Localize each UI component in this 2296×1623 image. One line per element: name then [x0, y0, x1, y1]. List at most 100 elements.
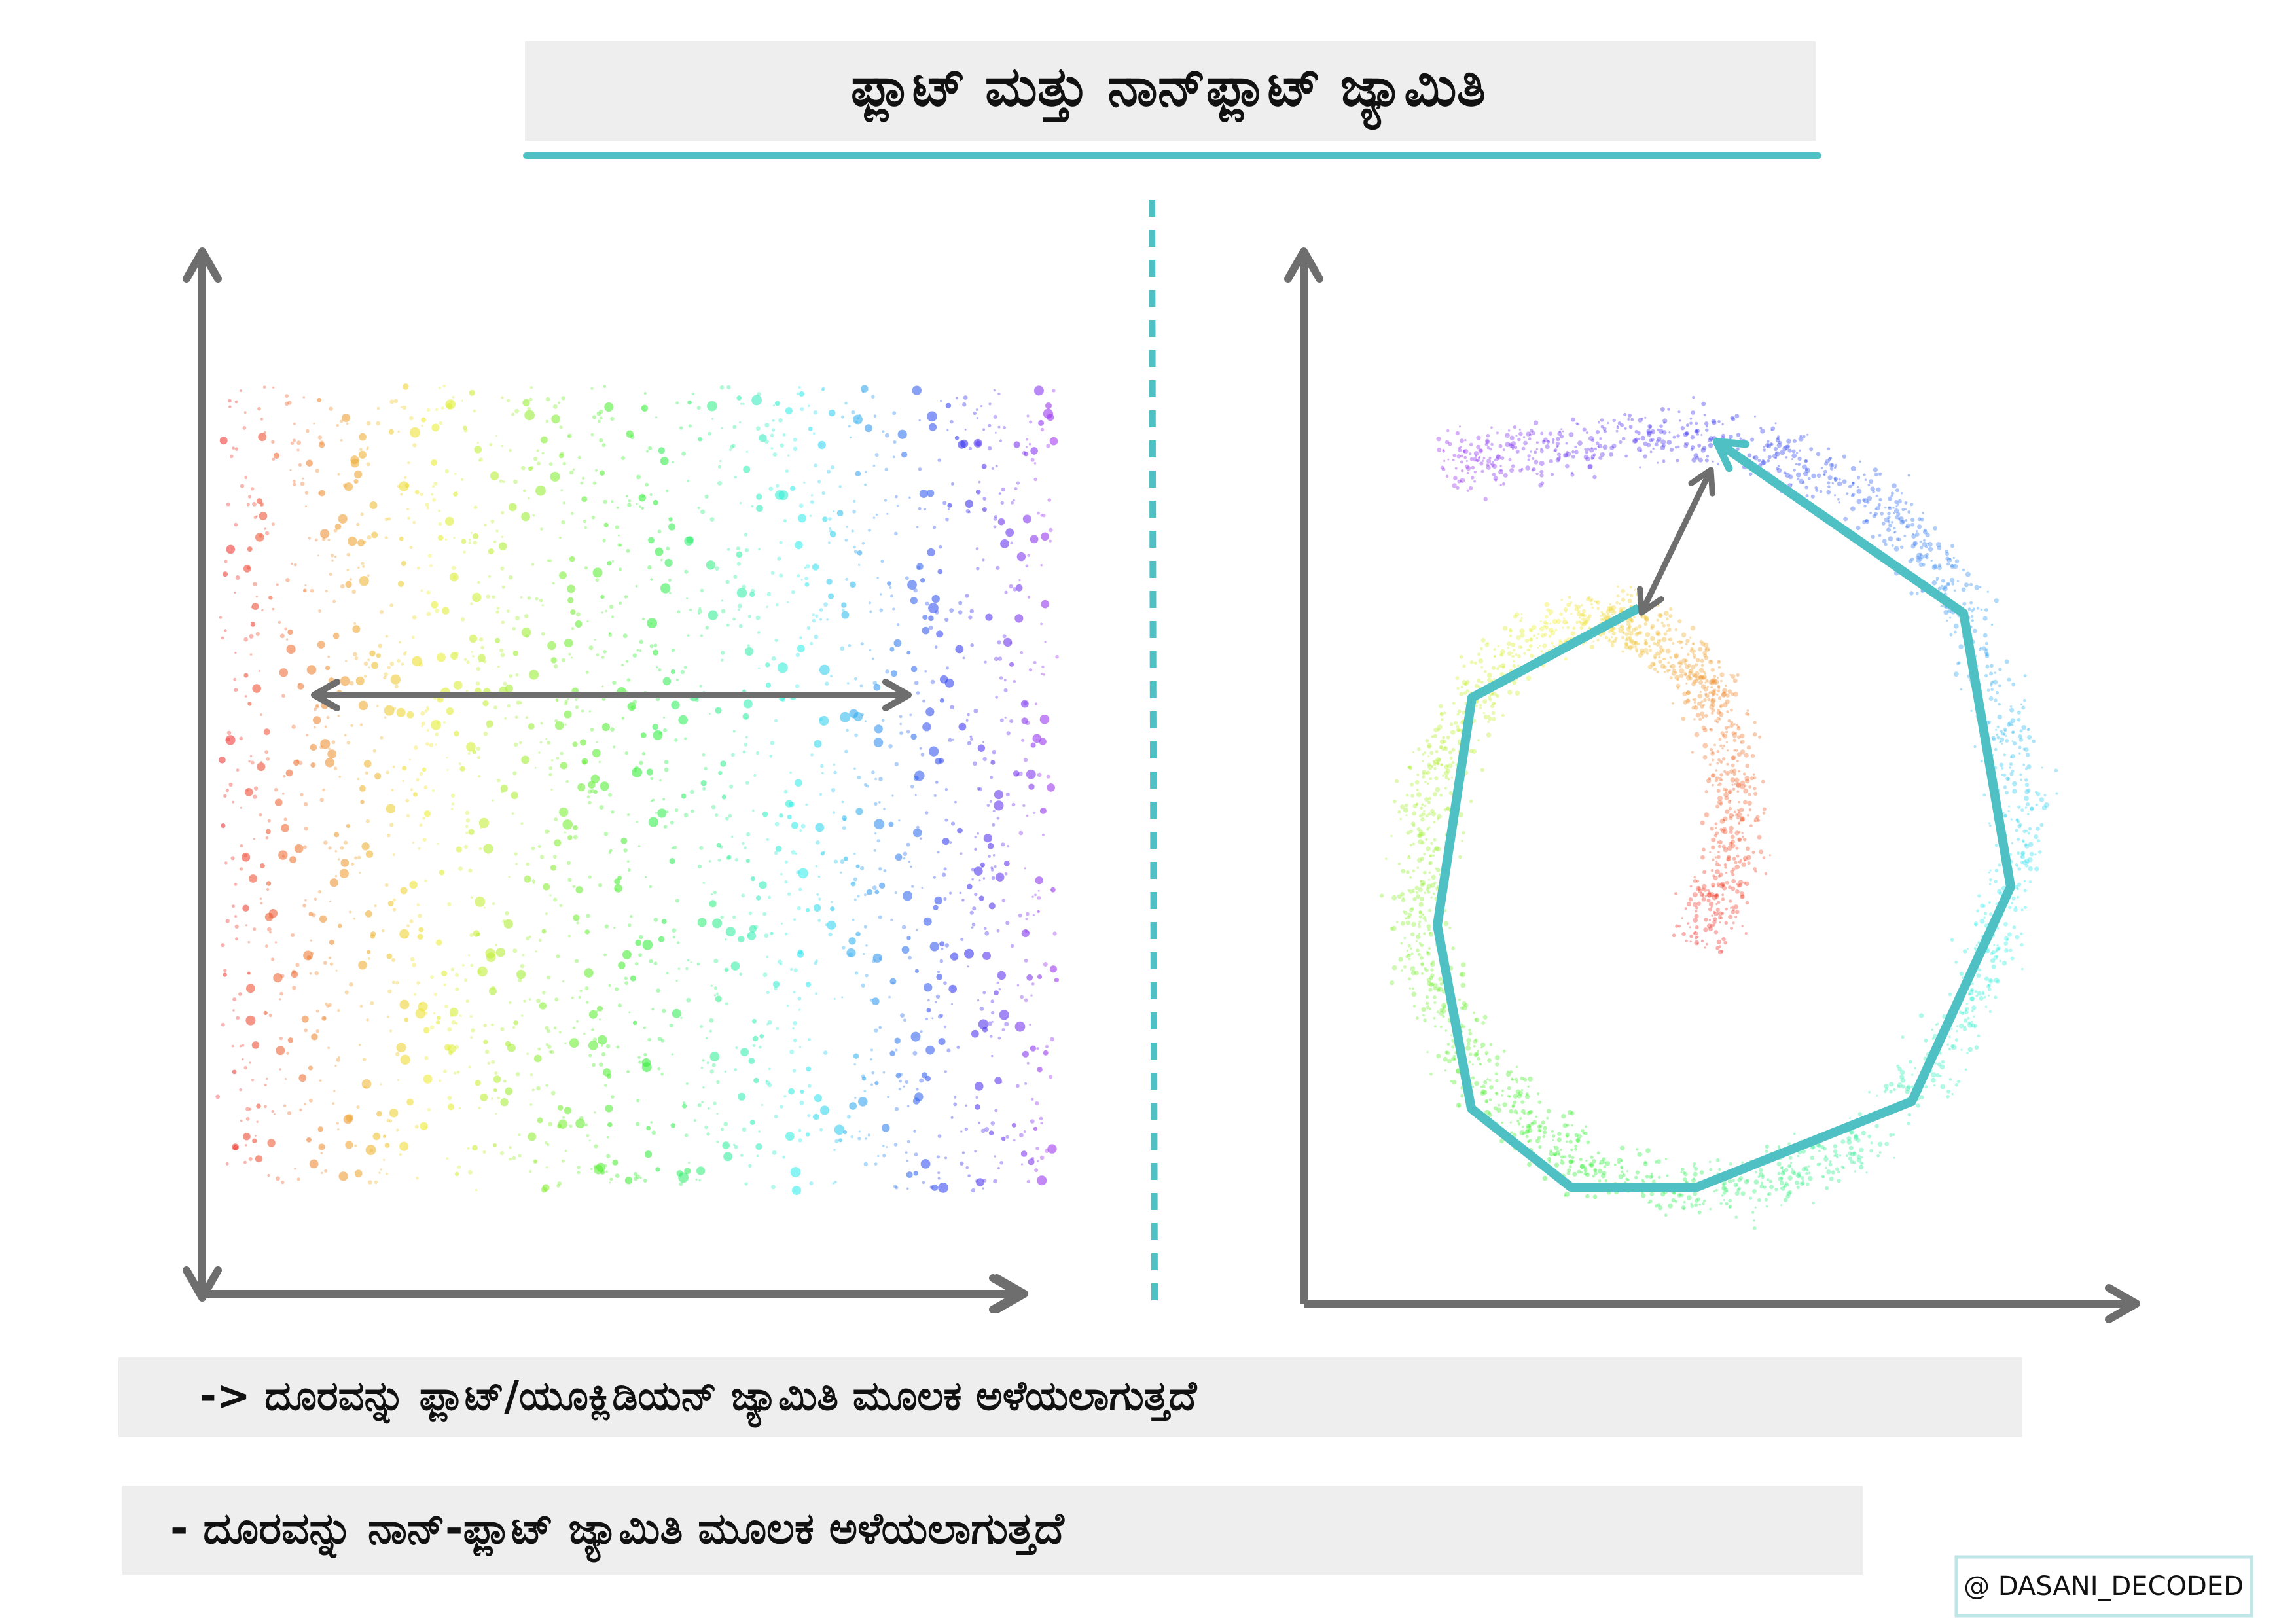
dot — [804, 582, 810, 587]
dot — [1692, 652, 1695, 655]
dot — [603, 953, 607, 957]
dot — [1479, 704, 1482, 707]
dot — [766, 838, 769, 842]
dot — [864, 483, 867, 486]
dot — [1795, 1180, 1799, 1185]
dot — [848, 425, 851, 428]
dot — [1422, 913, 1424, 916]
dot — [624, 1177, 633, 1185]
dot — [946, 1048, 951, 1053]
dot — [436, 1015, 441, 1020]
dot — [342, 483, 348, 488]
dot — [1980, 608, 1983, 611]
dot — [1545, 622, 1549, 626]
dot — [1535, 1115, 1538, 1118]
dot — [1009, 719, 1014, 724]
dot — [1574, 450, 1579, 455]
dot — [1600, 452, 1605, 457]
dot — [1543, 1126, 1547, 1130]
dot — [1700, 684, 1706, 689]
dot — [1812, 1202, 1815, 1205]
dot — [495, 610, 499, 614]
dot — [1721, 884, 1725, 887]
dot — [230, 454, 234, 459]
dot — [1538, 483, 1543, 488]
dot — [569, 1038, 579, 1048]
dot — [1995, 728, 1998, 731]
dot — [933, 876, 936, 879]
dot — [1745, 711, 1749, 716]
dot — [674, 738, 678, 742]
dot — [1677, 662, 1680, 665]
dot — [1861, 1162, 1864, 1165]
dot — [1458, 742, 1461, 745]
dot — [1675, 924, 1679, 928]
dot — [643, 1179, 647, 1183]
dot — [1539, 620, 1542, 622]
dot — [539, 1002, 547, 1010]
dot — [376, 653, 381, 658]
dot — [795, 652, 800, 658]
dot — [1430, 883, 1435, 888]
dot — [243, 1160, 247, 1164]
dot — [1935, 1062, 1937, 1065]
dot — [881, 1124, 890, 1132]
dot — [1950, 563, 1954, 567]
dot — [572, 468, 575, 471]
dot — [1859, 460, 1861, 463]
dot — [775, 846, 782, 852]
dot — [251, 1079, 255, 1082]
dot — [1687, 652, 1690, 656]
dot — [841, 608, 845, 612]
dot — [1001, 487, 1006, 492]
dot — [2009, 707, 2015, 713]
dot — [793, 446, 798, 452]
dot — [1980, 903, 1985, 908]
dot — [532, 882, 535, 885]
dot — [1501, 1089, 1505, 1092]
dot — [575, 1118, 585, 1129]
dot — [783, 519, 787, 523]
dot — [518, 1154, 522, 1158]
dot — [889, 647, 895, 652]
dot — [1804, 467, 1810, 473]
dot — [2026, 788, 2031, 793]
dot — [529, 1169, 532, 1173]
dot — [671, 649, 675, 652]
dot — [509, 1157, 512, 1161]
dot — [886, 1146, 888, 1149]
dot — [1972, 607, 1975, 611]
dot — [770, 571, 775, 575]
dot — [1030, 535, 1039, 544]
dot — [1445, 474, 1449, 478]
dot — [404, 476, 407, 479]
dot — [935, 994, 941, 999]
dot — [955, 645, 964, 654]
dot — [2009, 755, 2013, 758]
dot — [1851, 483, 1855, 486]
dot — [638, 935, 643, 940]
dot — [1408, 987, 1411, 990]
dot — [1722, 1181, 1727, 1186]
dot — [439, 1079, 442, 1082]
dot — [1888, 496, 1893, 501]
dot — [1711, 693, 1715, 697]
dot — [653, 499, 658, 506]
dot — [244, 695, 247, 698]
dot — [838, 1138, 843, 1143]
dot — [402, 766, 407, 771]
dot — [1000, 1081, 1003, 1084]
dot — [495, 529, 499, 533]
dot — [424, 879, 427, 882]
dot — [982, 952, 991, 960]
dot — [1649, 635, 1655, 641]
dot — [1711, 773, 1716, 778]
dot — [435, 408, 439, 412]
dot — [1659, 639, 1662, 642]
dot — [535, 597, 539, 601]
dot — [455, 651, 459, 656]
dot — [1568, 1139, 1573, 1144]
dot — [1416, 792, 1422, 798]
dot — [605, 1170, 608, 1173]
dot — [994, 990, 999, 995]
